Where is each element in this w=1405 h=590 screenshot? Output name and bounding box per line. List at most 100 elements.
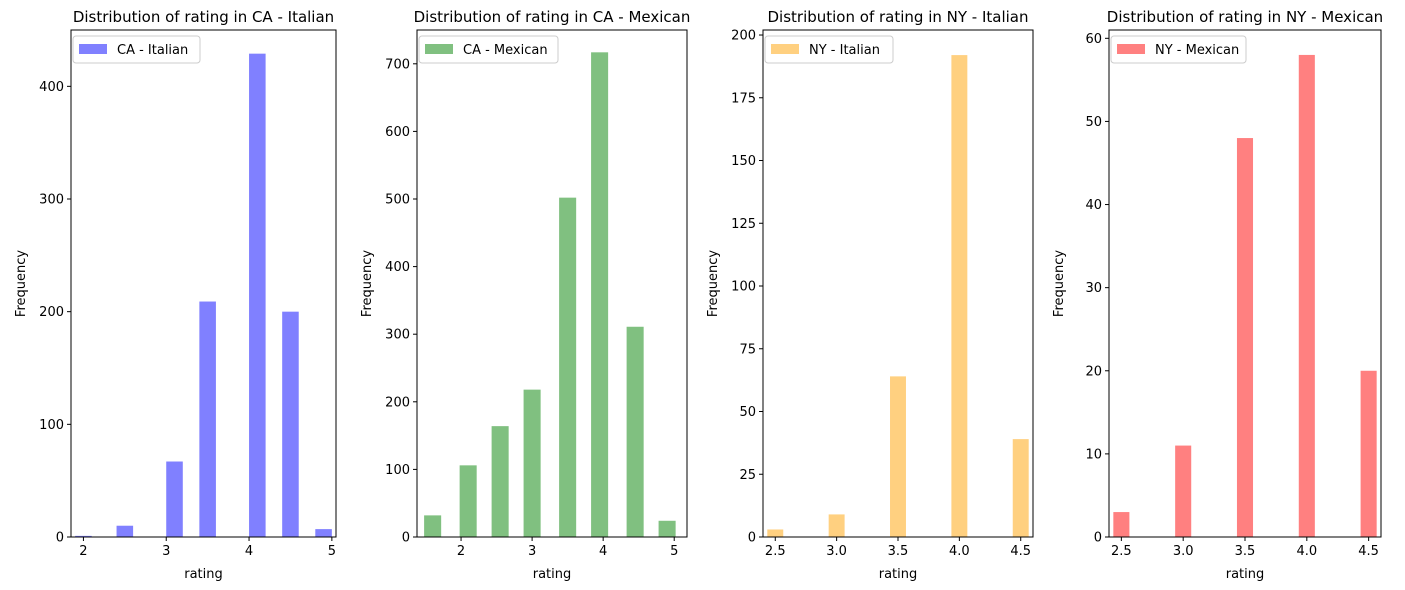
histogram-bar: [951, 55, 968, 537]
histogram-bar: [1236, 138, 1254, 538]
axes-frame: [70, 29, 337, 538]
y-axis-label: Frequency: [706, 250, 721, 317]
x-tick-label: 5: [670, 544, 678, 559]
y-tick-label: 20: [1085, 364, 1102, 379]
y-tick-label: 200: [39, 305, 64, 320]
y-tick-label: 175: [731, 91, 756, 106]
histogram-bar: [658, 520, 676, 537]
legend-box: [764, 35, 894, 64]
legend-label: NY - Mexican: [1155, 43, 1239, 58]
y-tick-label: 30: [1085, 281, 1102, 296]
x-tick-label: 3: [162, 544, 170, 559]
y-tick-label: 100: [731, 280, 756, 295]
x-axis-label: rating: [879, 567, 918, 582]
x-tick-label: 4: [599, 544, 607, 559]
legend-swatch: [1117, 44, 1145, 54]
histogram-bar: [459, 465, 477, 537]
histogram-bar: [1113, 512, 1130, 537]
histogram-bar: [1175, 445, 1192, 537]
x-tick-label: 5: [328, 544, 336, 559]
y-tick-label: 125: [731, 217, 756, 232]
y-tick-label: 400: [385, 260, 410, 275]
chart-panel-1: 2 3 4 5 0 100 200 300 400 Distribution of rating …: [14, 8, 337, 582]
x-tick-label: 3.0: [1173, 544, 1194, 559]
chart-title: Distribution of rating in NY - Mexican: [1107, 8, 1383, 26]
y-tick-label: 0: [1094, 531, 1102, 546]
y-tick-label: 400: [39, 80, 64, 95]
y-tick-label: 100: [385, 463, 410, 478]
legend: CA - Italian: [72, 35, 201, 64]
x-tick-label: 3.5: [1235, 544, 1256, 559]
x-tick-label: 4.0: [949, 544, 970, 559]
y-tick-label: 0: [56, 531, 64, 546]
y-tick-label: 700: [385, 57, 410, 72]
histogram-bar: [591, 52, 609, 538]
legend-label: CA - Italian: [117, 43, 188, 58]
legend-swatch: [79, 44, 107, 54]
histogram-bar: [828, 514, 845, 537]
histogram-bar: [890, 376, 906, 537]
histogram-bar: [249, 53, 266, 537]
chart-panel-4: 2.5 3.0 3.5 4.0 4.5 0 10 20 30 40 50 60 Distribution…: [1052, 8, 1383, 582]
histogram-bar: [199, 301, 216, 537]
x-tick-label: 2: [79, 544, 87, 559]
histogram-bar: [491, 426, 509, 537]
x-axis-label: rating: [184, 567, 223, 582]
y-tick-label: 200: [385, 395, 410, 410]
histogram-bar: [523, 389, 541, 537]
legend-label: NY - Italian: [809, 43, 880, 58]
y-tick-label: 25: [739, 468, 756, 483]
histogram-bar: [315, 529, 332, 537]
histogram-bar: [166, 461, 183, 537]
histogram-bar: [767, 529, 784, 537]
y-tick-label: 0: [402, 531, 410, 546]
x-tick-label: 4.5: [1010, 544, 1031, 559]
chart-panel-3: 2.5 3.0 3.5 4.0 4.5 0 25 50 75 100 125 150 175 200 Dis…: [706, 8, 1034, 582]
y-tick-label: 50: [739, 405, 756, 420]
legend-box: [72, 35, 201, 64]
y-tick-label: 100: [39, 418, 64, 433]
legend-box: [418, 35, 559, 64]
x-tick-label: 4.0: [1296, 544, 1317, 559]
legend: NY - Italian: [764, 35, 894, 64]
x-tick-label: 2.5: [765, 544, 786, 559]
legend: NY - Mexican: [1110, 35, 1247, 64]
histogram-bar: [75, 535, 92, 537]
legend-swatch: [425, 44, 453, 54]
y-tick-label: 300: [39, 193, 64, 208]
y-tick-label: 0: [748, 531, 756, 546]
histogram-bar: [1298, 54, 1315, 538]
x-tick-label: 4.5: [1358, 544, 1379, 559]
y-tick-label: 200: [731, 29, 756, 44]
y-axis-label: Frequency: [360, 250, 375, 317]
histogram-bar: [1012, 439, 1029, 537]
x-tick-label: 2.5: [1111, 544, 1132, 559]
histogram-bar: [116, 525, 134, 537]
histogram-bar: [424, 515, 442, 537]
x-tick-label: 3.5: [888, 544, 909, 559]
chart-panel-2: 2 3 4 5 0 100 200 300 400 500 600 700 Distribution o…: [360, 8, 690, 582]
y-tick-label: 60: [1085, 32, 1102, 47]
legend: CA - Mexican: [418, 35, 559, 64]
histogram-bar: [626, 326, 644, 537]
x-tick-label: 3: [528, 544, 536, 559]
axes-frame: [416, 29, 688, 538]
y-axis-label: Frequency: [14, 250, 29, 317]
y-tick-label: 50: [1085, 115, 1102, 130]
y-axis-label: Frequency: [1052, 250, 1067, 317]
x-tick-label: 4: [245, 544, 253, 559]
y-tick-label: 40: [1085, 198, 1102, 213]
x-axis-label: rating: [533, 567, 572, 582]
legend-box: [1110, 35, 1247, 64]
legend-label: CA - Mexican: [463, 43, 548, 58]
chart-title: Distribution of rating in CA - Mexican: [414, 8, 691, 26]
y-tick-label: 75: [739, 342, 756, 357]
chart-title: Distribution of rating in NY - Italian: [767, 8, 1028, 26]
y-tick-label: 500: [385, 193, 410, 208]
x-axis-label: rating: [1226, 567, 1265, 582]
y-tick-label: 300: [385, 328, 410, 343]
legend-swatch: [771, 44, 799, 54]
x-tick-label: 2: [457, 544, 465, 559]
